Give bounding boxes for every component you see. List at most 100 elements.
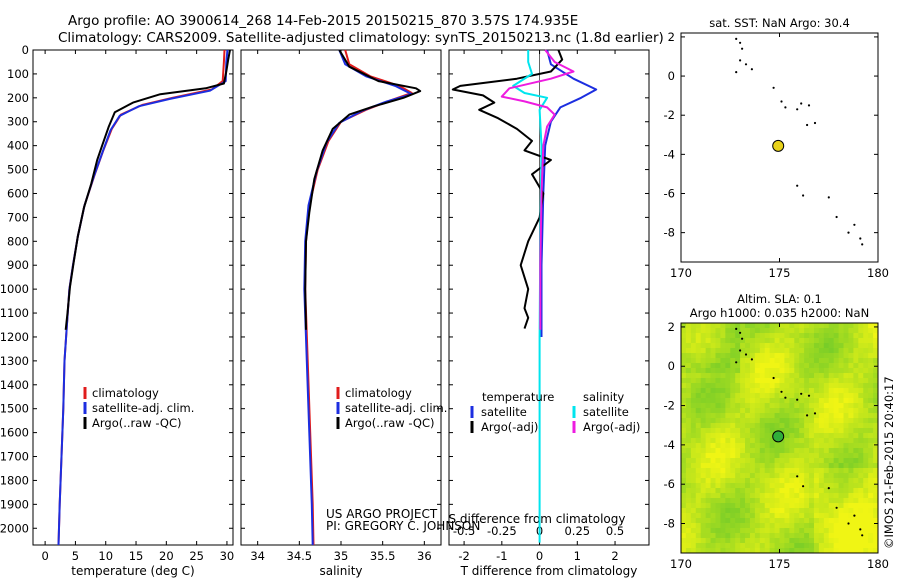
heatmap-cell <box>848 473 854 479</box>
heatmap-cell <box>740 453 746 459</box>
heatmap-cell <box>809 358 815 364</box>
heatmap-cell <box>690 413 697 419</box>
heatmap-cell <box>685 458 692 464</box>
heatmap-cell <box>873 433 879 439</box>
heatmap-cell <box>873 393 879 399</box>
heatmap-cell <box>858 368 864 374</box>
heatmap-cell <box>720 478 726 484</box>
heatmap-cell <box>833 328 840 334</box>
heatmap-cell <box>705 338 712 344</box>
x-tick-label: 34.5 <box>287 549 313 563</box>
float-position-marker <box>772 430 785 443</box>
heatmap-cell <box>784 408 790 414</box>
heatmap-cell <box>838 518 845 524</box>
series-line-argo-adj- <box>500 49 575 330</box>
heatmap-cell <box>700 373 707 379</box>
heatmap-cell <box>794 428 800 434</box>
heatmap-cell <box>863 418 869 424</box>
heatmap-cell <box>685 373 692 379</box>
heatmap-cell <box>858 488 864 494</box>
heatmap-cell <box>813 543 820 549</box>
heatmap-cell <box>813 458 820 464</box>
heatmap-cell <box>764 388 771 394</box>
heatmap-cell <box>725 518 731 524</box>
heatmap-cell <box>769 368 776 374</box>
heatmap-cell <box>705 538 712 544</box>
heatmap-cell <box>789 328 795 334</box>
heatmap-cell <box>873 333 879 339</box>
heatmap-cell <box>774 518 780 524</box>
x-tick-label: 10 <box>98 549 113 563</box>
heatmap-cell <box>705 488 712 494</box>
heatmap-cell <box>764 543 771 549</box>
heatmap-cell <box>779 323 785 329</box>
heatmap-cell <box>745 538 751 544</box>
y-tick-label: 1300 <box>0 354 29 368</box>
heatmap-cell <box>774 473 780 479</box>
heatmap-cell <box>749 543 756 549</box>
heatmap-cell <box>853 513 859 519</box>
island-dot <box>741 47 744 50</box>
heatmap-cell <box>794 323 800 329</box>
heatmap-cell <box>809 448 815 454</box>
heatmap-cell <box>681 458 687 464</box>
heatmap-cell <box>813 338 820 344</box>
heatmap-cell <box>690 428 697 434</box>
heatmap-cell <box>774 353 780 359</box>
heatmap-cell <box>749 428 756 434</box>
heatmap-cell <box>754 413 761 419</box>
legend-heading: temperature <box>482 390 554 404</box>
heatmap-cell <box>784 543 790 549</box>
heatmap-cell <box>769 403 776 409</box>
heatmap-cell <box>759 513 766 519</box>
heatmap-cell <box>799 403 805 409</box>
heatmap-cell <box>823 523 830 529</box>
map-title: Altim. SLA: 0.1 <box>737 292 822 306</box>
heatmap-cell <box>705 458 712 464</box>
y-tick-label: 0 <box>22 43 29 57</box>
heatmap-cell <box>794 363 800 369</box>
heatmap-cell <box>789 468 795 474</box>
heatmap-cell <box>720 328 726 334</box>
heatmap-cell <box>690 378 697 384</box>
heatmap-cell <box>838 418 845 424</box>
heatmap-cell <box>799 398 805 404</box>
heatmap-cell <box>759 338 766 344</box>
heatmap-cell <box>735 548 741 554</box>
heatmap-cell <box>690 538 697 544</box>
heatmap-cell <box>838 423 845 429</box>
heatmap-cell <box>838 483 845 489</box>
heatmap-cell <box>769 463 776 469</box>
heatmap-cell <box>745 523 751 529</box>
heatmap-cell <box>809 343 815 349</box>
heatmap-cell <box>843 463 849 469</box>
heatmap-cell <box>789 338 795 344</box>
heatmap-cell <box>681 378 687 384</box>
heatmap-cell <box>681 333 687 339</box>
heatmap-cell <box>715 423 721 429</box>
heatmap-cell <box>828 413 835 419</box>
heatmap-cell <box>710 348 716 354</box>
heatmap-cell <box>868 453 874 459</box>
heatmap-cell <box>813 513 820 519</box>
heatmap-cell <box>799 513 805 519</box>
heatmap-cell <box>784 433 790 439</box>
heatmap-cell <box>720 453 726 459</box>
heatmap-cell <box>690 353 697 359</box>
heatmap-cell <box>690 503 697 509</box>
heatmap-cell <box>740 533 746 539</box>
heatmap-cell <box>715 453 721 459</box>
heatmap-cell <box>843 523 849 529</box>
heatmap-cell <box>685 323 692 329</box>
heatmap-cell <box>705 348 712 354</box>
heatmap-cell <box>695 443 702 449</box>
heatmap-cell <box>759 403 766 409</box>
heatmap-cell <box>769 383 776 389</box>
heatmap-cell <box>868 468 874 474</box>
heatmap-cell <box>843 513 849 519</box>
heatmap-cell <box>749 413 756 419</box>
heatmap-cell <box>700 363 707 369</box>
heatmap-cell <box>730 393 736 399</box>
heatmap-cell <box>848 463 854 469</box>
heatmap-cell <box>843 453 849 459</box>
